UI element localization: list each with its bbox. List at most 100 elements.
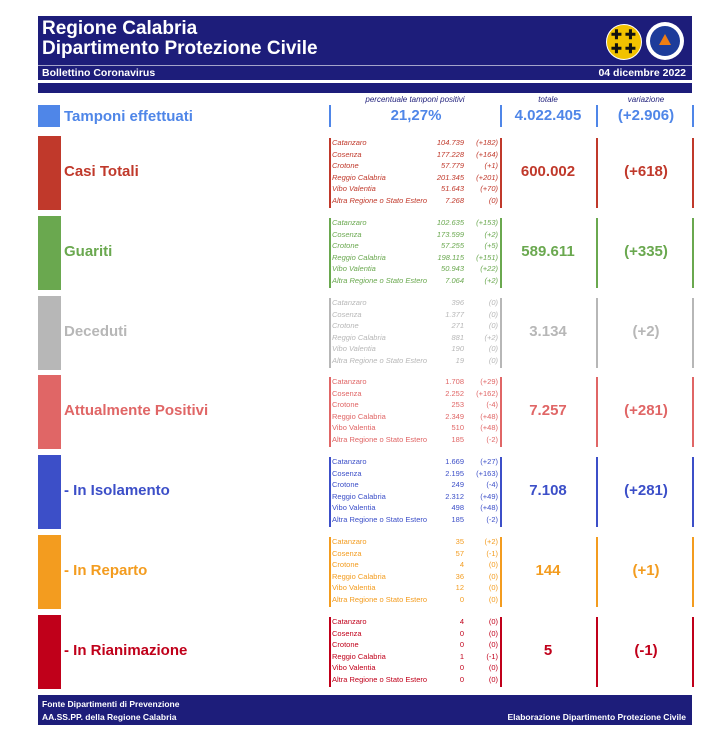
province-value: 0	[459, 663, 464, 672]
bulletin-footer: Fonte Dipartimenti di Prevenzione AA.SS.…	[38, 695, 692, 725]
province-name: Cosenza	[332, 388, 362, 398]
guariti-divider-3	[596, 218, 598, 288]
in-reparto-divider-2	[500, 537, 502, 607]
province-value: 4	[459, 560, 464, 569]
province-name: Crotone	[332, 480, 359, 489]
province-value: 201.345	[436, 172, 464, 182]
in-isolamento-province-list: Catanzaro 1.669 (+27) Cosenza 2.195 (+163) Cro…	[332, 457, 500, 526]
province-value: 7.268	[445, 195, 464, 205]
province-delta: (0)	[488, 560, 498, 569]
province-delta: (0)	[488, 628, 498, 638]
province-name: Cosenza	[332, 548, 362, 558]
in-isolamento-divider-4	[692, 457, 694, 527]
casi-totali-color-swatch	[38, 136, 61, 210]
deceduti-divider-3	[596, 298, 598, 368]
attualmente-positivi-variation: (+281)	[624, 402, 668, 419]
province-name: Reggio Calabria	[332, 411, 386, 421]
province-name: Altra Regione o Stato Estero	[332, 355, 428, 365]
province-name: Cosenza	[332, 229, 362, 239]
province-name: Crotone	[332, 400, 359, 409]
deceduti-variation: (+2)	[632, 323, 660, 340]
province-value: 1.708	[445, 377, 464, 386]
tamponi-percent: 21,27%	[390, 107, 442, 124]
deceduti-color-swatch	[38, 296, 61, 370]
province-name: Crotone	[332, 321, 359, 330]
province-name: Altra Regione o Stato Estero	[332, 275, 428, 285]
province-delta: (0)	[488, 674, 498, 684]
province-delta: (-4)	[486, 400, 498, 409]
percent-column-header: percentuale tamponi positivi	[365, 95, 465, 104]
tamponi-divider-2	[500, 105, 502, 127]
tamponi-divider	[329, 105, 331, 127]
province-value: 1	[459, 651, 464, 661]
province-name: Cosenza	[332, 628, 362, 638]
guariti-color-swatch	[38, 216, 61, 290]
province-delta: (+22)	[480, 264, 498, 273]
in-reparto-divider-3	[596, 537, 598, 607]
province-delta: (-2)	[486, 434, 498, 444]
province-value: 271	[451, 321, 464, 330]
province-value: 2.349	[445, 411, 464, 421]
province-delta: (+2)	[484, 275, 498, 285]
attualmente-positivi-label: Attualmente Positivi	[64, 402, 209, 419]
province-delta: (+5)	[484, 241, 498, 250]
province-delta: (0)	[488, 195, 498, 205]
province-delta: (0)	[488, 309, 498, 319]
in-isolamento-total: 7.108	[529, 482, 567, 499]
province-name: Crotone	[332, 241, 359, 250]
attualmente-positivi-total: 7.257	[529, 402, 567, 419]
tamponi-row: Tamponi effettuati 21,27% 4.022.405 (+2.…	[38, 105, 694, 129]
province-delta: (0)	[488, 344, 498, 353]
row-casi-totali: Casi Totali Catanzaro 104.739 (+182) Cosenza…	[38, 136, 694, 210]
casi-totali-divider-3	[596, 138, 598, 208]
province-value: 1.377	[445, 309, 464, 319]
province-name: Cosenza	[332, 309, 362, 319]
province-name: Vibo Valentia	[332, 184, 376, 193]
province-delta: (0)	[488, 594, 498, 604]
province-delta: (+48)	[480, 423, 498, 432]
in-rianimazione-divider-4	[692, 617, 694, 687]
casi-totali-divider-1	[329, 138, 331, 208]
row-in-reparto: - In Reparto Catanzaro 35 (+2) Cosenza 57 (-1)…	[38, 535, 694, 609]
province-value: 104.739	[436, 138, 464, 147]
province-delta: (+70)	[480, 184, 498, 193]
province-delta: (+153)	[476, 218, 498, 227]
deceduti-divider-2	[500, 298, 502, 368]
province-value: 12	[455, 583, 464, 592]
province-name: Altra Regione o Stato Estero	[332, 434, 428, 444]
province-delta: (0)	[488, 321, 498, 330]
province-name: Catanzaro	[332, 138, 367, 147]
attualmente-positivi-divider-1	[329, 377, 331, 447]
in-rianimazione-divider-3	[596, 617, 598, 687]
province-name: Reggio Calabria	[332, 571, 386, 581]
header-divider	[38, 65, 692, 66]
province-delta: (+49)	[480, 491, 498, 501]
province-name: Vibo Valentia	[332, 663, 376, 672]
casi-totali-variation: (+618)	[624, 163, 668, 180]
bulletin-header: Regione Calabria Dipartimento Protezione…	[38, 16, 692, 80]
attualmente-positivi-divider-2	[500, 377, 502, 447]
in-rianimazione-total: 5	[543, 642, 553, 659]
province-delta: (-1)	[486, 548, 498, 558]
deceduti-divider-1	[329, 298, 331, 368]
in-reparto-divider-4	[692, 537, 694, 607]
in-rianimazione-label: - In Rianimazione	[64, 642, 188, 659]
province-value: 36	[455, 571, 464, 581]
casi-totali-province-list: Catanzaro 104.739 (+182) Cosenza 177.228 (+16…	[332, 138, 500, 207]
casi-totali-label: Casi Totali	[64, 163, 139, 180]
in-rianimazione-divider-1	[329, 617, 331, 687]
province-name: Crotone	[332, 640, 359, 649]
province-delta: (0)	[488, 571, 498, 581]
province-name: Catanzaro	[332, 617, 367, 626]
province-name: Cosenza	[332, 468, 362, 478]
bulletin-date: 04 dicembre 2022	[598, 67, 686, 79]
province-value: 0	[459, 628, 464, 638]
in-isolamento-divider-1	[329, 457, 331, 527]
deceduti-total: 3.134	[529, 323, 567, 340]
attualmente-positivi-province-list: Catanzaro 1.708 (+29) Cosenza 2.252 (+162) Cro…	[332, 377, 500, 446]
regione-calabria-logo: ✚ ✚ ✚ ✚	[606, 24, 642, 60]
province-value: 50.943	[441, 264, 464, 273]
province-value: 177.228	[436, 149, 464, 159]
in-reparto-province-list: Catanzaro 35 (+2) Cosenza 57 (-1) Crotone 4 (0) R…	[332, 537, 500, 606]
province-value: 510	[451, 423, 464, 432]
